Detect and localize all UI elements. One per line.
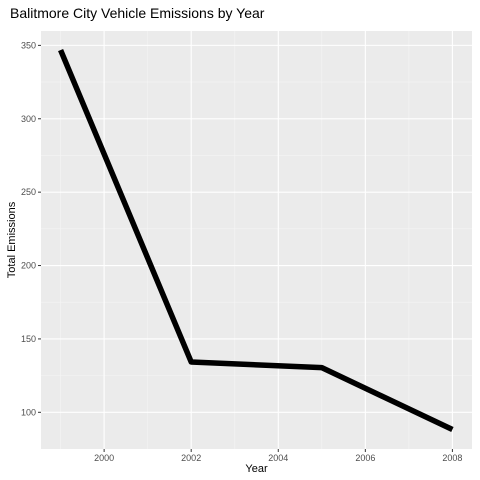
series-line [58,48,454,432]
y-tick-label: 100 [21,407,36,417]
x-tick-label: 2000 [94,453,114,463]
chart-title: Balitmore City Vehicle Emissions by Year [10,5,265,21]
y-tick-label: 200 [21,261,36,271]
y-axis-title: Total Emissions [6,201,18,278]
y-tick-label: 300 [21,114,36,124]
minor-gridlines [41,31,472,449]
y-axis: 100 150 200 250 300 350 [21,40,41,417]
y-tick-label: 150 [21,334,36,344]
x-tick-label: 2008 [442,453,462,463]
x-tick-label: 2002 [181,453,201,463]
x-axis-title: Year [245,463,268,475]
plot-panel [41,31,472,449]
y-tick-label: 250 [21,187,36,197]
x-tick-label: 2006 [355,453,375,463]
x-axis: 2000 2002 2004 2006 2008 [94,449,462,463]
series-layer [58,48,454,432]
y-tick-label: 350 [21,40,36,50]
major-gridlines [41,31,472,449]
x-tick-label: 2004 [268,453,288,463]
